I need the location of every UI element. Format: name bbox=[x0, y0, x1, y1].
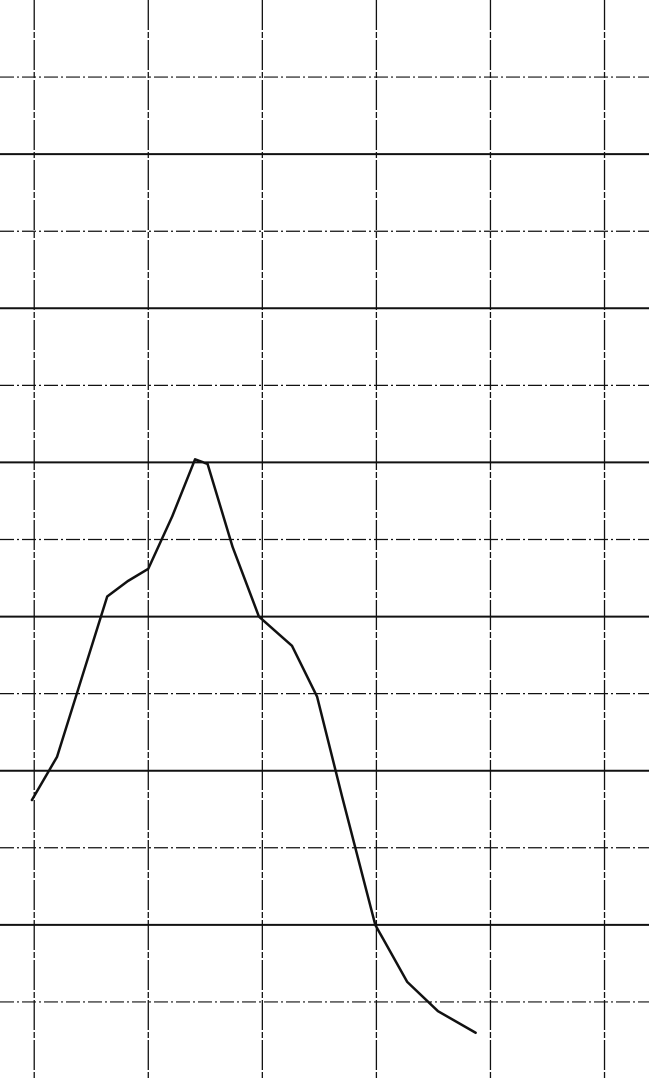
data-line bbox=[30, 458, 477, 1035]
